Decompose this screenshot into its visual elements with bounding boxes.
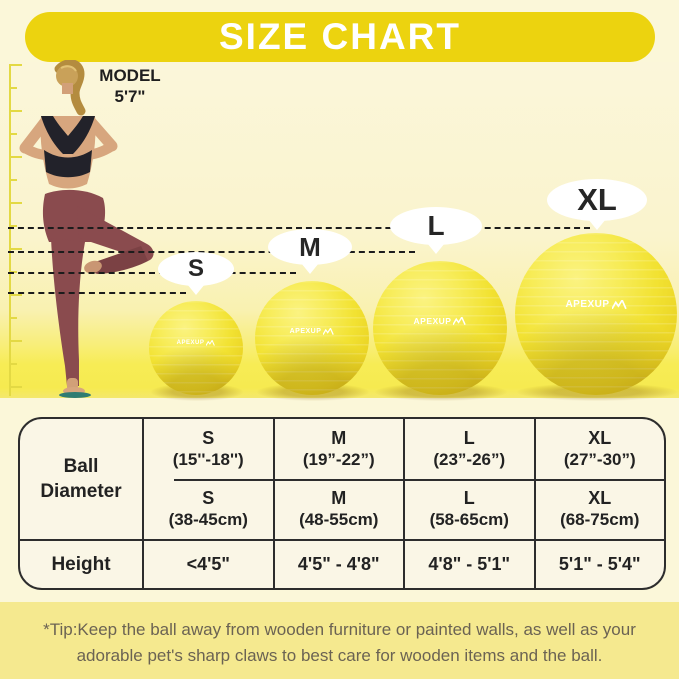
- dashline-xl: [8, 227, 590, 229]
- size-bubble-s: S: [158, 252, 234, 286]
- dashline-m: [8, 272, 296, 274]
- table-cell-inch-s: S (15''-18''): [142, 419, 273, 479]
- size-bubble-xl: XL: [547, 179, 647, 221]
- ball-ribs: [515, 233, 677, 395]
- dashline-l: [8, 251, 415, 253]
- model-height-value: 5'7": [114, 87, 146, 106]
- mountain-icon: [453, 316, 467, 325]
- brand-logo: APEXUP: [515, 299, 677, 310]
- table-cell-inch-l: L (23”-26”): [403, 419, 534, 479]
- size-table: Ball Diameter S (15''-18'') M (19”-22”) …: [18, 417, 666, 590]
- ball-ribs: [373, 261, 507, 395]
- size-bubble-m: M: [268, 229, 352, 265]
- mountain-icon: [206, 339, 216, 346]
- size-bubble-label: L: [427, 210, 445, 241]
- size-bubble-label: M: [299, 231, 321, 262]
- brand-name: APEXUP: [176, 339, 205, 346]
- brand-name: APEXUP: [289, 327, 322, 335]
- table-cell-cm-l: L (58-65cm): [403, 479, 534, 539]
- ball-sheen: [255, 281, 369, 395]
- table-cell-inch-m: M (19”-22”): [272, 419, 404, 479]
- brand-logo: APEXUP: [149, 339, 243, 346]
- table-cell-cm-m: M (48-55cm): [272, 479, 404, 539]
- dashline-s: [8, 292, 186, 294]
- mountain-icon: [323, 327, 335, 335]
- ball-ribs: [255, 281, 369, 395]
- ball-xl: APEXUP: [515, 233, 677, 395]
- brand-logo: APEXUP: [373, 316, 507, 326]
- size-bubble-label: XL: [577, 182, 617, 217]
- ball-ribs: [149, 301, 243, 395]
- ruler-line: [9, 64, 11, 396]
- table-header-height: Height: [20, 539, 142, 588]
- table-cell-height-xl: 5'1" - 5'4": [533, 539, 664, 588]
- ball-sheen: [149, 301, 243, 395]
- table-cell-cm-s: S (38-45cm): [142, 479, 273, 539]
- ruler-minor-ticks: [9, 87, 17, 396]
- brand-name: APEXUP: [413, 315, 452, 326]
- table-cell-height-s: <4'5": [142, 539, 273, 588]
- title-banner: SIZE CHART: [25, 12, 655, 62]
- model-label-text: MODEL: [99, 66, 161, 85]
- brand-logo: APEXUP: [255, 327, 369, 335]
- table-cell-inch-xl: XL (27”-30”): [533, 419, 665, 479]
- table-header-ball-diameter: Ball Diameter: [20, 419, 142, 539]
- ball-sheen: [373, 261, 507, 395]
- model-label: MODEL 5'7": [88, 65, 172, 107]
- height-ruler-icon: [6, 64, 24, 396]
- model-photo: [19, 60, 154, 398]
- ball-m: APEXUP: [255, 281, 369, 395]
- size-bubble-label: S: [187, 255, 204, 282]
- table-cell-height-m: 4'5" - 4'8": [272, 539, 403, 588]
- table-cell-cm-xl: XL (68-75cm): [533, 479, 665, 539]
- ball-s: APEXUP: [149, 301, 243, 395]
- mountain-icon: [611, 300, 627, 310]
- ball-diameter-label: Diameter: [40, 481, 122, 502]
- ball-l: APEXUP: [373, 261, 507, 395]
- table-subdivider-line: [174, 479, 664, 481]
- ball-diameter-label: Ball: [63, 456, 99, 477]
- brand-name: APEXUP: [565, 299, 610, 311]
- size-bubble-l: L: [390, 207, 482, 245]
- page-title: SIZE CHART: [219, 16, 461, 57]
- tip-section: *Tip:Keep the ball away from wooden furn…: [0, 602, 679, 679]
- table-cell-height-l: 4'8" - 5'1": [403, 539, 534, 588]
- tip-text: *Tip:Keep the ball away from wooden furn…: [43, 620, 636, 666]
- ball-sheen: [515, 233, 677, 395]
